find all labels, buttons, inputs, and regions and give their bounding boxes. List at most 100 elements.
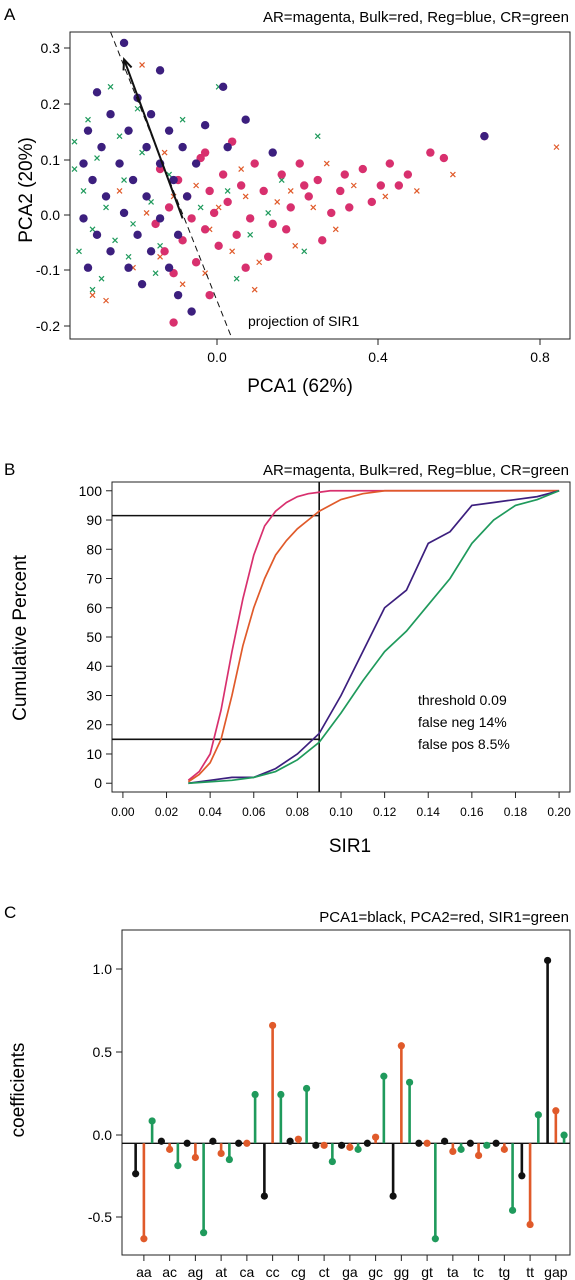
ar-point [218,170,228,179]
ar-point [187,214,196,223]
ar-point [164,203,174,212]
panel-b-ytick: 50 [86,629,102,645]
cr-point [76,248,82,255]
cr-point [152,270,159,277]
ar-point [318,236,327,245]
ar-point [223,197,232,207]
sir1-stem-point [534,1111,542,1119]
reg-point [178,142,187,152]
panel-a-ytick: 0.2 [41,96,61,112]
ar-point [300,181,309,190]
panel-b-caption: AR=magenta, Bulk=red, Reg=blue, CR=green [263,462,569,479]
reg-point [79,214,88,223]
bulk-point [332,226,339,233]
reg-point [124,126,133,135]
sir1-stem-point [251,1090,259,1099]
cr-point [139,149,145,156]
panel-b-ytick: 100 [79,483,103,499]
reg-point [155,66,165,75]
pca2-stem-point [269,1021,277,1030]
cr-point [103,204,109,211]
reg-point [101,192,111,201]
ar-point [336,186,345,196]
sir1-stem-point [200,1229,208,1237]
sir1-stem-point [328,1157,336,1166]
panel-a-ytick: -0.2 [36,318,60,334]
cr-point [301,248,308,255]
panel-c-xtick: tg [499,1264,511,1280]
cr-point [179,116,186,123]
bulk-point [143,209,150,216]
bulk-point [193,182,200,189]
pca2-stem-point [474,1151,483,1160]
ar-point [345,203,354,212]
reg-point [137,279,147,289]
panel-b-xtick: 0.20 [547,805,571,819]
reg-point [97,142,106,152]
pca1-stem-point [286,1137,294,1145]
panel-a-caption: AR=magenta, Bulk=red, Reg=blue, CR=green [263,9,569,26]
reg-point [173,290,183,300]
arrow-head-icon [122,57,133,71]
cr-point [125,253,132,260]
panel-a-ytick: 0.3 [41,40,61,56]
panel-b-xtick: 0.00 [111,805,135,819]
panel-a-letter: A [4,5,16,24]
reg-point [124,263,133,272]
bulk-point [229,248,236,255]
bulk-point [292,242,299,249]
cr-point [314,133,321,140]
pca1-stem-point [260,1192,268,1200]
bulk-point [413,188,420,194]
sir1-stem-point [225,1155,233,1164]
panel-c-ytick: 0.0 [93,1127,113,1143]
pca2-stem-point [372,1133,380,1141]
reg-point [106,110,115,119]
panel-c-xtick: ag [188,1264,204,1280]
panel-c-xtick: ct [319,1264,330,1280]
pca2-stem-point [217,1149,225,1158]
reg-point [79,159,88,168]
ar-point [367,197,377,207]
panel-c-xtick: ac [162,1264,177,1280]
sir1-stem-point [303,1084,311,1093]
reg-point [128,175,138,185]
panel-c-letter: C [4,903,16,922]
pca2-stem-point [397,1042,405,1050]
sir1-stem-point [277,1090,285,1099]
panel-c-xtick: ca [239,1264,254,1280]
panel-c: C PCA1=black, PCA2=red, SIR1=green 1.0 0… [4,903,571,1280]
bulk-cumulative-line [187,489,560,783]
reg-point [83,263,93,272]
cr-point [233,275,240,282]
panel-c-xtick: cg [291,1264,306,1280]
reg-point [92,230,102,240]
reg-point [241,115,250,124]
bulk-point [287,188,294,194]
panel-b-xlabel: SIR1 [329,836,371,857]
panel-b-letter: B [4,460,15,479]
reg-point [182,192,192,201]
panel-b-xtick: 0.12 [373,805,397,819]
sir1-stem-point [405,1078,414,1086]
reg-point [480,131,489,141]
panel-a-ytick: -0.1 [36,262,60,278]
reg-point [187,307,196,316]
reg-point [169,175,178,185]
panel-b-reference-lines [112,482,320,792]
bulk-point [449,171,456,178]
sir1-stem-point [457,1145,465,1153]
sir1-direction-arrow [123,59,184,219]
ar-point [426,148,435,157]
cr-point [224,188,231,194]
ar-point [282,225,291,234]
pca1-stem-point [312,1141,320,1149]
ar-point [327,208,336,218]
panel-b-xtick: 0.18 [504,805,528,819]
panel-c-stems [122,956,570,1243]
reg-point [146,247,156,256]
reg-point [155,214,165,223]
panel-b-ytick: 10 [86,746,102,762]
ar-point [232,230,241,240]
